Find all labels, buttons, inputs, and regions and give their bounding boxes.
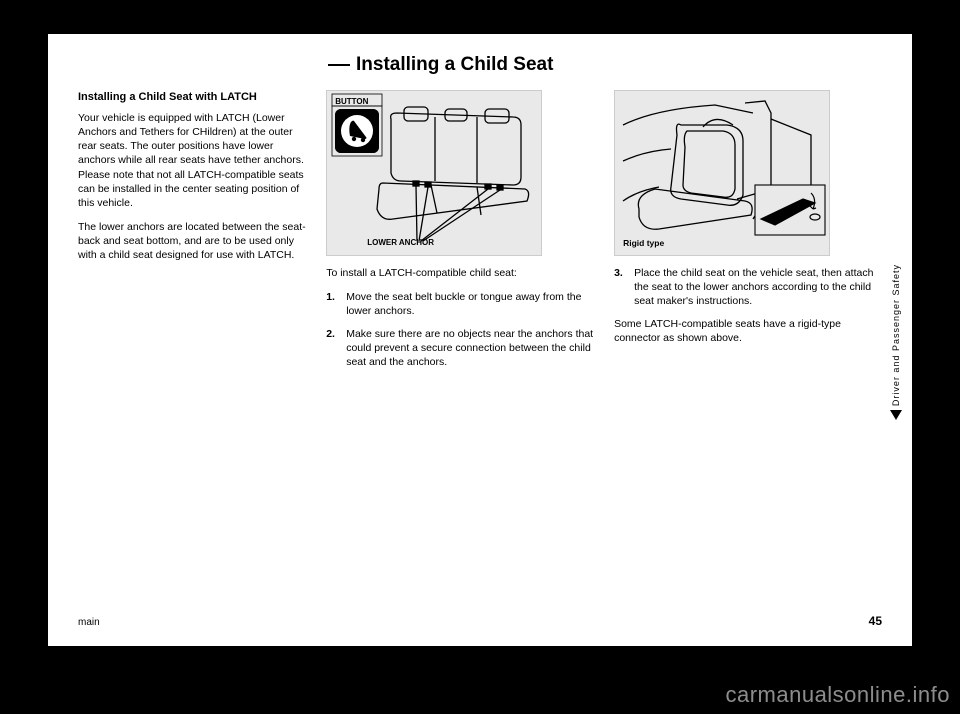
step-3: 3. Place the child seat on the vehicle s… [614, 266, 882, 309]
step-2-num: 2. [326, 327, 340, 370]
page-number: 45 [869, 614, 882, 628]
figure-anchor-label: LOWER ANCHOR [367, 238, 434, 249]
col1-paragraph-1: Your vehicle is equipped with LATCH (Low… [78, 111, 306, 210]
figure-rear-seat-anchors: BUTTON [326, 90, 542, 256]
section-tab-text: Driver and Passenger Safety [891, 264, 901, 406]
content-columns: Installing a Child Seat with LATCH Your … [48, 90, 912, 377]
step-1-num: 1. [326, 290, 340, 318]
section-tab-arrow-icon [890, 410, 902, 420]
col2-intro: To install a LATCH-compatible child seat… [326, 266, 594, 280]
section-tab: Driver and Passenger Safety [890, 264, 902, 420]
section-subhead: Installing a Child Seat with LATCH [78, 90, 306, 105]
footer-main: main [78, 617, 100, 628]
column-1: Installing a Child Seat with LATCH Your … [78, 90, 306, 377]
rigid-type-drawing [615, 91, 831, 257]
step-3-text: Place the child seat on the vehicle seat… [634, 266, 882, 309]
rear-seat-drawing [327, 91, 543, 257]
figure-rigid-label: Rigid type [623, 238, 664, 249]
step-3-num: 3. [614, 266, 628, 309]
page-title: Installing a Child Seat [356, 54, 553, 76]
manual-page: Installing a Child Seat Installing a Chi… [48, 34, 912, 646]
col3-paragraph: Some LATCH-compatible seats have a rigid… [614, 317, 882, 345]
step-1-text: Move the seat belt buckle or tongue away… [346, 290, 594, 318]
column-2: BUTTON [326, 90, 594, 377]
page-footer: main 45 [78, 614, 882, 628]
figure-rigid-type: Rigid type [614, 90, 830, 256]
col1-paragraph-2: The lower anchors are located between th… [78, 220, 306, 263]
step-1: 1. Move the seat belt buckle or tongue a… [326, 290, 594, 318]
watermark: carmanualsonline.info [725, 682, 950, 708]
step-2-text: Make sure there are no objects near the … [346, 327, 594, 370]
column-3: Rigid type 3. Place the child seat on th… [614, 90, 882, 377]
page-title-row: Installing a Child Seat [328, 54, 912, 76]
title-rule [328, 64, 350, 66]
step-2: 2. Make sure there are no objects near t… [326, 327, 594, 370]
